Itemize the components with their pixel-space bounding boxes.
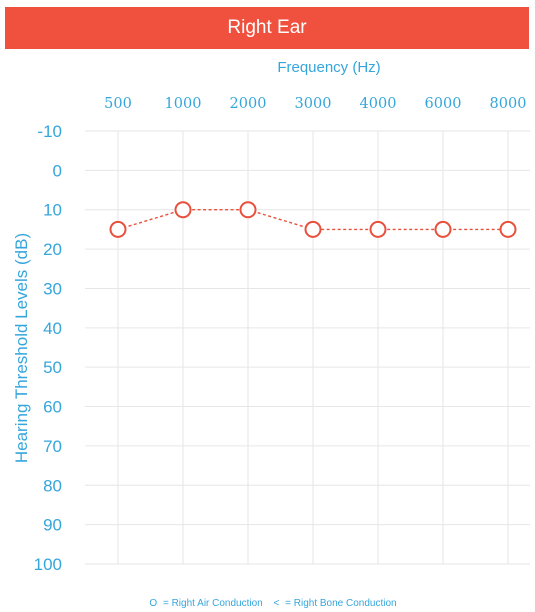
legend-air-symbol: O <box>149 598 157 609</box>
data-point-marker <box>304 220 322 238</box>
x-tick-label: 500 <box>104 96 132 112</box>
y-tick-label: 30 <box>43 279 62 298</box>
legend-bone-symbol: < <box>274 598 280 609</box>
legend: O = Right Air Conduction < = Right Bone … <box>149 598 396 609</box>
data-point-marker <box>239 201 257 219</box>
data-point-marker <box>434 220 452 238</box>
x-tick-label: 1000 <box>165 96 202 112</box>
data-series <box>109 201 517 238</box>
data-point-marker <box>499 220 517 238</box>
chart-header: Right Ear <box>5 7 529 49</box>
y-tick-label: 60 <box>43 398 62 417</box>
grid-lines <box>85 130 530 565</box>
y-tick-label: -10 <box>37 122 62 141</box>
legend-air-label: = Right Air Conduction <box>163 598 263 609</box>
y-axis-title: Hearing Threshold Levels (dB) <box>12 233 31 463</box>
y-tick-label: 100 <box>34 555 62 574</box>
legend-row: O = Right Air Conduction < = Right Bone … <box>149 598 396 609</box>
y-tick-label: 50 <box>43 358 62 377</box>
x-axis-title: Frequency (Hz) <box>277 59 380 76</box>
x-tick-label: 4000 <box>360 96 397 112</box>
data-point-marker <box>369 220 387 238</box>
x-tick-labels: 500 1000 2000 3000 4000 6000 8000 <box>104 96 526 112</box>
header-title: Right Ear <box>227 17 307 38</box>
data-point-marker <box>109 220 127 238</box>
x-tick-label: 6000 <box>425 96 462 112</box>
y-tick-labels: -10 0 10 20 30 40 50 60 70 80 90 100 <box>34 122 62 574</box>
y-tick-label: 10 <box>43 201 62 220</box>
x-tick-label: 3000 <box>295 96 332 112</box>
data-point-marker <box>174 201 192 219</box>
y-tick-label: 0 <box>53 161 62 180</box>
y-tick-label: 40 <box>43 319 62 338</box>
legend-bone-label: = Right Bone Conduction <box>285 598 396 609</box>
y-tick-label: 70 <box>43 437 62 456</box>
y-tick-label: 20 <box>43 240 62 259</box>
x-tick-label: 2000 <box>230 96 267 112</box>
y-tick-label: 90 <box>43 516 62 535</box>
y-tick-label: 80 <box>43 476 62 495</box>
x-tick-label: 8000 <box>490 96 527 112</box>
